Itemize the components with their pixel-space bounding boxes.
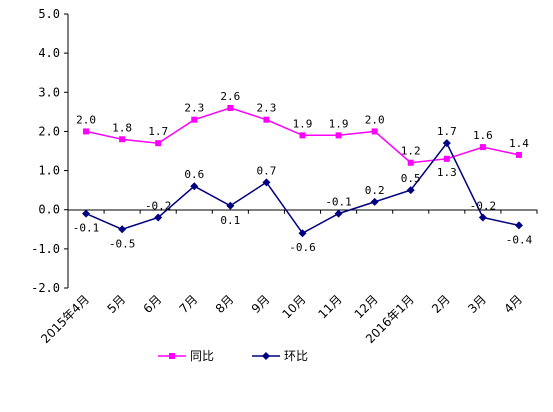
data-point: [227, 104, 234, 111]
y-axis-ticks: 5.0 4.0 3.0 2.0 1.0 0.0 -1.0 -2.0: [31, 7, 68, 295]
data-label: -0.6: [289, 241, 316, 254]
data-point: [442, 139, 451, 148]
x-tick-label: 6月: [141, 292, 165, 316]
y-tick-label: 2.0: [38, 124, 60, 138]
data-point: [514, 221, 523, 230]
data-point: [190, 182, 199, 191]
data-label: -0.1: [73, 222, 100, 235]
data-point: [298, 229, 307, 238]
data-label: 2.3: [184, 102, 204, 115]
data-label: 2.3: [256, 102, 276, 115]
data-point: [370, 197, 379, 206]
data-label: 1.4: [509, 137, 529, 150]
data-point: [478, 213, 487, 222]
data-label: 1.9: [293, 117, 313, 130]
y-tick-label: 5.0: [38, 7, 60, 21]
series-line-1: [85, 141, 520, 235]
data-label: 2.0: [76, 113, 96, 126]
x-tick-label: 8月: [213, 292, 237, 316]
data-point: [155, 140, 162, 147]
legend: 同比 环比: [158, 349, 308, 363]
x-tick-label: 5月: [104, 292, 128, 316]
data-point: [83, 128, 90, 135]
y-tick-label: 0.0: [38, 203, 60, 217]
x-tick-label: 2015年4月: [38, 292, 92, 346]
data-point: [334, 209, 343, 218]
data-point: [191, 116, 198, 123]
y-tick-label: -2.0: [31, 281, 60, 295]
data-label: 1.9: [329, 117, 349, 130]
x-tick-label: 3月: [465, 292, 489, 316]
data-point: [407, 159, 414, 166]
legend-marker: [169, 353, 175, 359]
data-point: [118, 225, 127, 234]
data-point: [479, 144, 486, 151]
data-point: [515, 151, 522, 158]
data-point: [226, 201, 235, 210]
data-point: [443, 155, 450, 162]
x-tick-label: 9月: [249, 292, 273, 316]
data-label: 0.6: [184, 168, 204, 181]
data-label: 0.2: [365, 184, 385, 197]
plot-area: [67, 14, 537, 288]
legend-label: 环比: [284, 349, 308, 363]
x-tick-label: 4月: [501, 292, 525, 316]
data-point: [262, 178, 271, 187]
y-tick-label: 1.0: [38, 164, 60, 178]
data-label: 0.5: [401, 172, 421, 185]
data-label: 0.7: [256, 164, 276, 177]
y-tick-label: 4.0: [38, 46, 60, 60]
data-label: 1.6: [473, 129, 493, 142]
data-label: 1.7: [437, 125, 457, 138]
data-point: [406, 186, 415, 195]
data-point: [335, 132, 342, 139]
x-tick-label: 11月: [316, 292, 345, 321]
data-point: [82, 209, 91, 218]
data-label: -0.1: [325, 196, 352, 209]
data-label: -0.5: [109, 237, 136, 250]
data-point: [154, 213, 163, 222]
data-label: 1.2: [401, 145, 421, 158]
data-label: -0.4: [506, 233, 533, 246]
y-tick-label: 3.0: [38, 85, 60, 99]
data-point: [371, 128, 378, 135]
x-tick-label: 12月: [352, 292, 381, 321]
data-point: [119, 136, 126, 143]
data-label: 1.7: [148, 125, 168, 138]
y-tick-label: -1.0: [31, 242, 60, 256]
data-label: 2.0: [365, 113, 385, 126]
x-tick-label: 10月: [279, 292, 308, 321]
data-label: 1.8: [112, 121, 132, 134]
legend-label: 同比: [190, 349, 214, 363]
x-tick-label: 7月: [177, 292, 201, 316]
data-label: -0.2: [145, 200, 172, 213]
series-layer: 2.0 1.8 1.7 2.3 2.6 2.3 1.9 1.9 2.0 1.2 1.3 1.6 1.4 -…: [73, 90, 533, 254]
data-label: -0.2: [470, 200, 497, 213]
data-label: 2.6: [220, 90, 240, 103]
data-label: 1.3: [437, 166, 457, 179]
x-tick-label: 2月: [429, 292, 453, 316]
data-point: [299, 132, 306, 139]
data-point: [263, 116, 270, 123]
legend-marker: [262, 352, 270, 360]
data-label: 0.1: [220, 214, 240, 227]
